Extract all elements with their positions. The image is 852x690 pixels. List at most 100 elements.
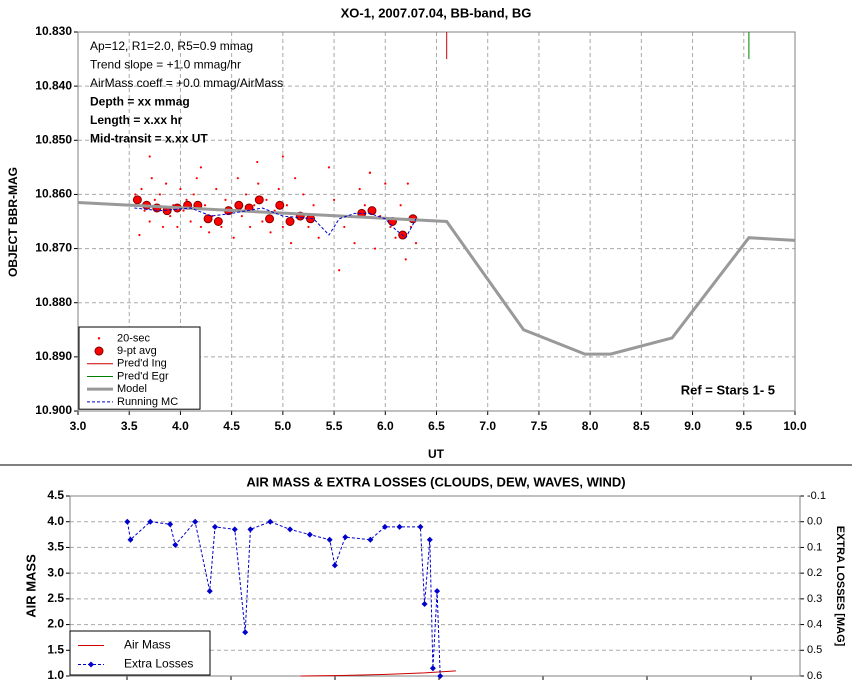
data-point — [127, 536, 134, 543]
x-tick-label: 6.5 — [428, 419, 445, 433]
avg-point — [265, 214, 275, 224]
data-point — [148, 220, 151, 223]
data-point — [389, 225, 392, 229]
x-tick-label: 8.5 — [633, 419, 650, 433]
data-point — [231, 526, 238, 533]
y-tick-label: 10.880 — [35, 295, 72, 309]
legend-label: Extra Losses — [124, 657, 193, 671]
legend-label: Air Mass — [124, 638, 171, 652]
y-tick-label: 2.0 — [47, 617, 64, 631]
data-point — [281, 225, 284, 229]
y-tick-label: 10.830 — [35, 24, 72, 38]
y2-tick-label: 0.0 — [807, 516, 822, 528]
annotation: Depth = xx mmag — [90, 95, 190, 109]
data-point — [253, 204, 256, 207]
y-tick-label: 4.5 — [47, 488, 64, 502]
data-point — [265, 198, 268, 201]
data-point — [192, 193, 195, 196]
x-tick-label: 4.0 — [172, 419, 189, 433]
data-point — [138, 233, 141, 237]
y2-axis-title: EXTRA LOSSES [MAG] — [834, 526, 846, 647]
data-point — [332, 198, 336, 201]
data-point — [429, 665, 436, 672]
y2-tick-label: 0.3 — [807, 593, 822, 605]
x-tick-label: 7.0 — [479, 419, 496, 433]
data-point — [244, 193, 248, 196]
data-point — [327, 166, 331, 169]
data-point — [124, 518, 131, 525]
plot-border — [69, 495, 801, 677]
y-tick-label: 10.890 — [35, 349, 72, 363]
data-point — [172, 541, 179, 548]
data-point — [147, 518, 154, 525]
data-point — [143, 209, 146, 212]
legend-label: 9-pt avg — [117, 345, 157, 357]
data-point — [220, 225, 223, 229]
data-point — [150, 177, 153, 180]
y-tick-label: 10.870 — [35, 241, 72, 255]
data-point — [363, 204, 366, 207]
y2-tick-label: 0.4 — [807, 618, 822, 630]
data-point — [242, 629, 249, 636]
y-tick-label: 1.5 — [47, 642, 64, 656]
annotation: AirMass coeff = +0.0 mmag/AirMass — [90, 76, 283, 90]
data-point — [281, 155, 284, 158]
data-point — [396, 523, 403, 530]
data-point — [289, 242, 293, 245]
legend-label: 20-sec — [117, 332, 151, 344]
data-point — [179, 187, 182, 191]
data-point — [134, 193, 137, 196]
data-point — [285, 204, 289, 207]
data-point — [192, 518, 199, 525]
data-point — [302, 193, 305, 196]
annotation: Trend slope = +1.0 mmag/hr — [90, 58, 241, 72]
data-point — [269, 231, 272, 234]
data-point — [373, 247, 377, 250]
data-point — [426, 536, 433, 543]
y-tick-label: 3.5 — [47, 540, 64, 554]
y-tick-label: 10.850 — [35, 132, 72, 146]
legend-swatch — [97, 337, 101, 340]
x-tick-label: 5.0 — [275, 419, 292, 433]
data-point — [394, 236, 397, 239]
data-point — [437, 673, 444, 679]
data-point — [367, 536, 374, 543]
legend-label: Pred'd Egr — [117, 370, 169, 382]
y-tick-label: 4.0 — [47, 514, 64, 528]
avg-point — [213, 217, 223, 226]
x-tick-label: 8.0 — [582, 419, 599, 433]
avg-point — [285, 217, 295, 226]
data-point — [421, 601, 428, 607]
data-point — [307, 225, 310, 229]
x-tick-label: 3.0 — [70, 419, 87, 433]
series-line — [300, 670, 456, 677]
x-tick-label: 6.0 — [377, 419, 394, 433]
plot-border — [77, 31, 796, 412]
data-point — [167, 521, 174, 528]
data-point — [236, 177, 239, 180]
data-point — [331, 562, 338, 569]
data-point — [434, 588, 441, 595]
legend-label: Running MC — [117, 396, 178, 408]
y-axis-title: OBJECT BBR-MAG — [6, 167, 20, 277]
data-point — [164, 182, 168, 185]
data-point — [287, 526, 294, 533]
y-tick-label: 10.860 — [35, 187, 72, 201]
data-point — [342, 534, 349, 541]
avg-point — [203, 214, 213, 224]
chart-title: AIR MASS & EXTRA LOSSES (CLOUDS, DEW, WA… — [246, 474, 625, 489]
series-line — [134, 207, 417, 239]
y2-tick-label: 0.5 — [807, 644, 822, 656]
avg-point — [132, 195, 142, 205]
legend — [69, 630, 211, 676]
data-point — [257, 182, 260, 185]
legend-swatch — [88, 661, 94, 668]
data-point — [256, 160, 259, 164]
data-point — [203, 204, 207, 207]
x-tick-label: 10.0 — [783, 419, 807, 433]
data-point — [199, 225, 203, 229]
x-tick-label: 5.5 — [326, 419, 343, 433]
data-point — [140, 187, 143, 191]
series-line — [126, 520, 441, 677]
